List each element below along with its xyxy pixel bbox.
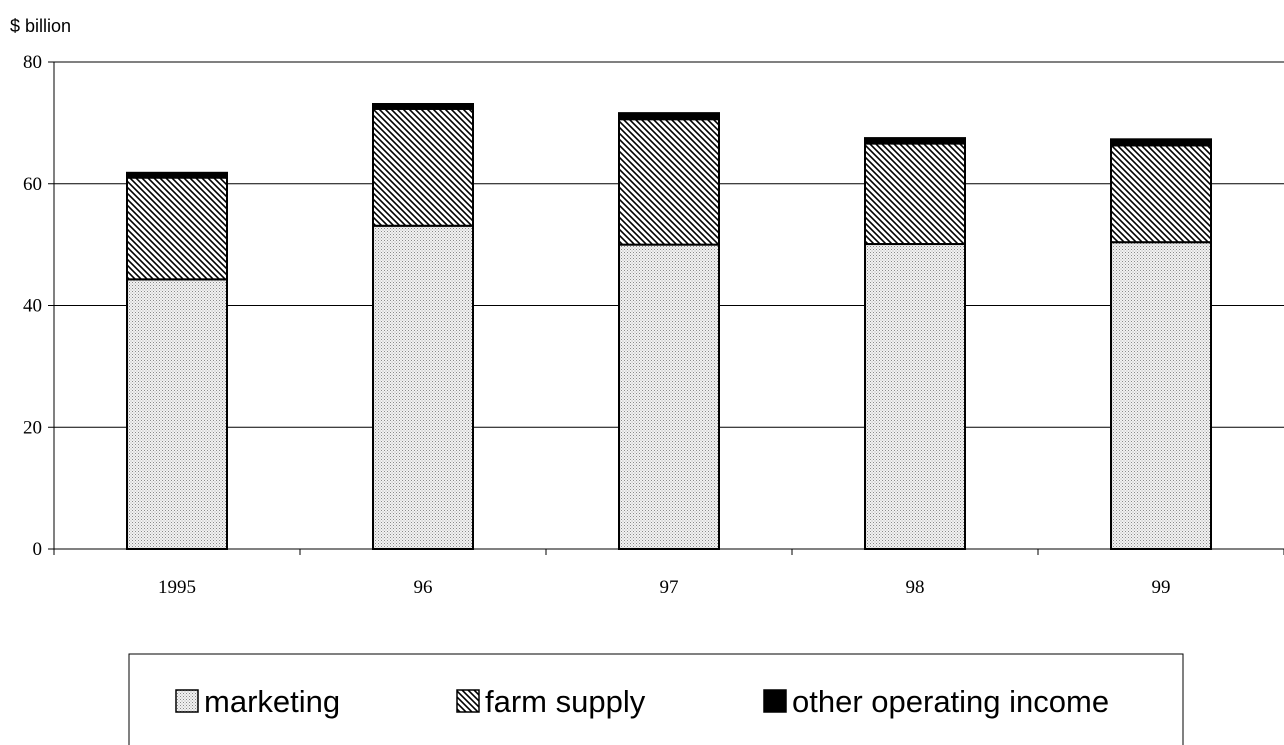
y-tick-label: 80: [23, 52, 42, 73]
bar-segment-marketing: [372, 224, 474, 550]
bar-segment-farm-supply: [126, 176, 228, 281]
x-tick-label: 98: [906, 577, 925, 598]
y-tick-label: 20: [23, 417, 42, 438]
bar-segment-farm-supply: [372, 107, 474, 227]
x-tick-label: 99: [1152, 577, 1171, 598]
y-tick-label: 0: [33, 539, 43, 560]
y-tick-label: 60: [23, 174, 42, 195]
x-tick-label: 97: [660, 577, 679, 598]
bar-segment-marketing: [618, 243, 720, 550]
x-tick-label: 1995: [158, 577, 196, 598]
bar-segment-other-operating-income: [618, 112, 720, 121]
bar-segment-marketing: [1110, 241, 1212, 550]
y-axis-unit-label: $ billion: [10, 16, 71, 36]
bar-segment-other-operating-income: [1110, 138, 1212, 147]
legend-label: farm supply: [485, 684, 646, 719]
legend-label: marketing: [204, 684, 340, 719]
bar-segment-other-operating-income: [126, 171, 228, 179]
bar-segment-farm-supply: [1110, 144, 1212, 244]
legend-swatch-marketing: [175, 689, 199, 713]
legend-box: [128, 653, 1184, 745]
legend-swatch-other-operating-income: [763, 689, 787, 713]
legend-label: other operating income: [792, 684, 1109, 719]
bars: [126, 103, 1212, 551]
bar-segment-farm-supply: [618, 118, 720, 246]
bar-segment-other-operating-income: [372, 103, 474, 110]
legend-swatch-farm-supply: [456, 689, 480, 713]
bar-segment-marketing: [126, 278, 228, 550]
bar-segment-farm-supply: [864, 142, 966, 246]
legend: marketing farm supply other operating inco…: [128, 653, 1184, 745]
axis-labels: 0 20 40 60 80 1995 96 97 98 99: [23, 52, 1171, 598]
x-tick-label: 96: [414, 577, 433, 598]
bar-segment-other-operating-income: [864, 137, 966, 145]
bar-segment-marketing: [864, 243, 966, 551]
y-tick-label: 40: [23, 296, 42, 317]
